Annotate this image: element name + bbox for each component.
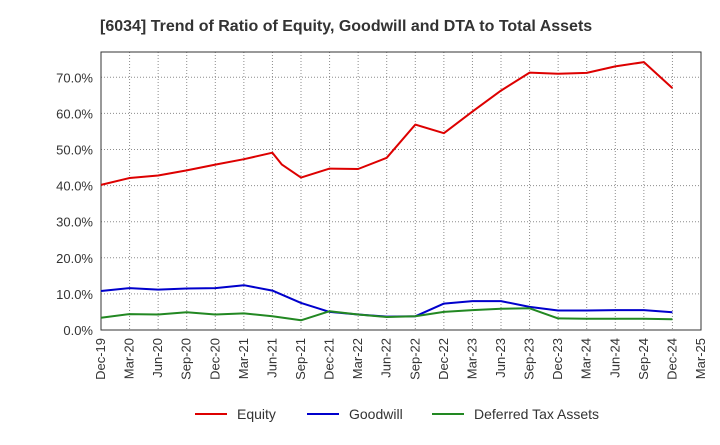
chart-title: [6034] Trend of Ratio of Equity, Goodwil…	[100, 18, 592, 35]
x-tick-label: Mar-25	[693, 338, 708, 379]
y-tick-label: 10.0%	[56, 287, 93, 302]
axes: 0.0% 10.0% 20.0% 30.0% 40.0% 50.0% 60.0% 70.0% D…	[56, 51, 708, 380]
x-tick-label: Sep-24	[636, 338, 651, 380]
x-tick-label: Mar-22	[350, 338, 365, 379]
x-tick-label: Dec-19	[93, 338, 108, 380]
x-tick-label: Sep-20	[179, 338, 194, 380]
x-tick-label: Mar-23	[464, 338, 479, 379]
x-tick-label: Mar-21	[236, 338, 251, 379]
y-tick-label: 30.0%	[56, 215, 93, 230]
x-tick-label: Dec-23	[550, 338, 565, 380]
y-tick-label: 60.0%	[56, 106, 93, 121]
legend: Equity Goodwill Deferred Tax Assets	[195, 406, 599, 422]
x-tick-label: Jun-23	[493, 338, 508, 378]
x-tick-label: Dec-20	[207, 338, 222, 380]
y-tick-label: 20.0%	[56, 251, 93, 266]
x-tick-label: Jun-21	[264, 338, 279, 378]
series-line-deferred-tax-assets	[100, 307, 673, 322]
plot-frame	[100, 51, 702, 331]
x-tick-label: Sep-22	[407, 338, 422, 380]
x-tick-label: Sep-21	[293, 338, 308, 380]
series-lines	[100, 61, 674, 322]
y-tick-label: 40.0%	[56, 179, 93, 194]
grid-lines	[101, 52, 701, 330]
x-tick-label: Jun-24	[607, 338, 622, 378]
legend-label-deferred-tax-assets: Deferred Tax Assets	[474, 406, 599, 422]
x-tick-label: Dec-22	[436, 338, 451, 380]
x-tick-label: Jun-20	[150, 338, 165, 378]
legend-label-goodwill: Goodwill	[349, 406, 403, 422]
series-line-equity	[100, 61, 674, 186]
x-tick-label: Dec-21	[322, 338, 337, 380]
x-tick-label: Sep-23	[522, 338, 537, 380]
x-tick-label: Dec-24	[664, 338, 679, 380]
y-tick-label: 70.0%	[56, 70, 93, 85]
y-tick-label: 0.0%	[63, 323, 93, 338]
x-tick-label: Jun-22	[379, 338, 394, 378]
x-tick-label: Mar-20	[122, 338, 137, 379]
y-tick-label: 50.0%	[56, 142, 93, 157]
legend-label-equity: Equity	[237, 406, 276, 422]
x-tick-label: Mar-24	[579, 338, 594, 379]
